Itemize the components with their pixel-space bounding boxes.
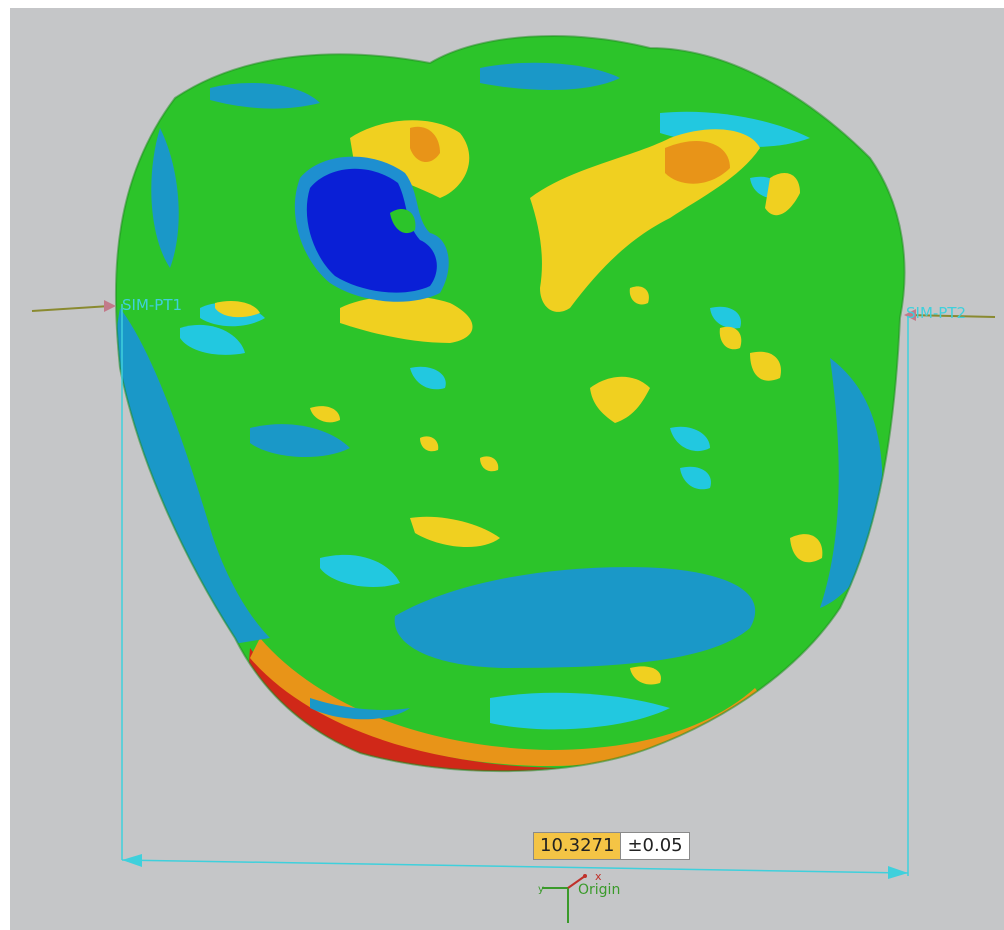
- arrowhead-right-icon: [888, 866, 908, 879]
- pt2-label[interactable]: SIM-PT2: [906, 304, 967, 322]
- dimension-annotation[interactable]: [121, 304, 909, 879]
- arrowhead-left-icon: [122, 854, 142, 867]
- pt1-label[interactable]: SIM-PT1: [122, 296, 183, 314]
- origin-triad-icon: [542, 874, 587, 923]
- origin-label: Origin: [578, 882, 621, 898]
- dimension-value[interactable]: 10.3271: [534, 833, 621, 859]
- scene-canvas[interactable]: [10, 8, 1004, 930]
- origin-y-axis-label: y: [538, 884, 544, 895]
- tooth-model[interactable]: [114, 35, 906, 788]
- pt1-marker-icon[interactable]: [104, 300, 116, 312]
- 3d-viewport[interactable]: SIM-PT1 SIM-PT2 10.3271 ±0.05 x y Origin: [10, 8, 1004, 930]
- probe-line-right: [907, 314, 996, 318]
- dimension-readout[interactable]: 10.3271 ±0.05: [533, 832, 690, 860]
- probe-line-left: [31, 305, 111, 312]
- pt2-marker-icon[interactable]: [904, 309, 916, 321]
- origin-x-axis-label: x: [595, 870, 602, 883]
- dimension-tolerance[interactable]: ±0.05: [620, 833, 689, 859]
